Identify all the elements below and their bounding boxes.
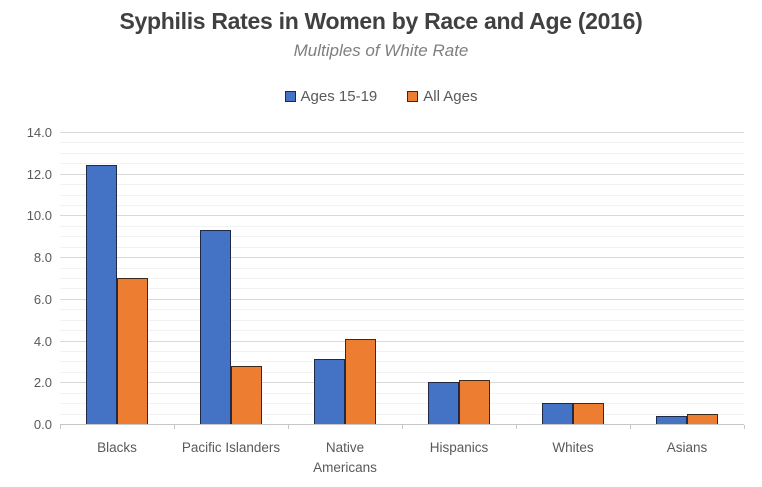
x-axis-tick: [288, 425, 289, 429]
minor-gridline: [60, 225, 744, 227]
minor-gridline: [60, 163, 744, 165]
bar-ages-15-19-hispanics: [428, 382, 459, 424]
y-axis-tick-label: 0.0: [33, 417, 52, 432]
bar-all-ages-hispanics: [459, 380, 490, 424]
legend: Ages 15-19 All Ages: [0, 88, 762, 105]
x-axis-category-label: Asians: [666, 440, 708, 455]
minor-gridline: [60, 267, 744, 269]
bar-all-ages-asians: [687, 413, 718, 424]
major-gridline: [60, 340, 744, 342]
minor-gridline: [60, 278, 744, 279]
x-axis-tick: [174, 425, 175, 429]
minor-gridline: [60, 309, 744, 311]
minor-gridline: [60, 246, 744, 248]
y-axis-tick-label: 4.0: [33, 333, 52, 349]
minor-gridline: [60, 413, 744, 415]
x-axis-category-label: Pacific Islanders: [181, 440, 281, 455]
legend-item: Ages 15-19: [284, 88, 378, 105]
legend-swatch-icon: [407, 91, 419, 102]
bar-ages-15-19-native-americans: [314, 359, 345, 424]
x-axis-category-label: Blacks: [97, 440, 137, 455]
bar-ages-15-19-pacific-islanders: [200, 230, 231, 424]
legend-label: Ages 15-19: [300, 88, 378, 105]
minor-gridline: [60, 152, 744, 154]
minor-gridline: [60, 371, 744, 373]
bar-ages-15-19-blacks: [86, 165, 117, 424]
minor-gridline: [60, 236, 744, 238]
minor-gridline: [60, 361, 744, 363]
x-axis-tick: [402, 425, 403, 429]
minor-gridline: [60, 205, 744, 206]
minor-gridline: [60, 184, 744, 186]
legend-label: All Ages: [423, 88, 478, 105]
x-axis-tick: [60, 425, 61, 429]
chart-title: Syphilis Rates in Women by Race and Age …: [119, 8, 643, 34]
legend-swatch-icon: [284, 91, 296, 102]
x-axis-category-label: Native Americans: [313, 440, 377, 475]
bar-all-ages-pacific-islanders: [231, 365, 262, 424]
major-gridline: [60, 257, 744, 259]
major-gridline: [60, 298, 744, 300]
legend-item: All Ages: [407, 88, 477, 105]
x-axis-category-label: Whites: [552, 440, 594, 455]
bar-all-ages-blacks: [117, 278, 148, 424]
bar-ages-15-19-whites: [542, 403, 573, 424]
bar-all-ages-native-americans: [345, 338, 376, 424]
minor-gridline: [60, 319, 744, 321]
minor-gridline: [60, 194, 744, 196]
y-axis-tick-label: 8.0: [33, 250, 52, 266]
bar-ages-15-19-asians: [656, 415, 687, 424]
x-axis-tick: [744, 425, 745, 429]
minor-gridline: [60, 142, 744, 144]
y-axis-tick-label: 6.0: [33, 291, 52, 307]
x-axis-tick: [516, 425, 517, 429]
y-axis-tick-label: 2.0: [33, 375, 52, 391]
y-axis-tick-label: 12.0: [26, 166, 52, 182]
x-axis-category-label: Hispanics: [429, 440, 489, 455]
minor-gridline: [60, 288, 744, 290]
minor-gridline: [60, 403, 744, 405]
minor-gridline: [60, 351, 744, 352]
major-gridline: [60, 173, 744, 175]
major-gridline: [60, 132, 744, 133]
major-gridline: [60, 215, 744, 217]
chart-subtitle: Multiples of White Rate: [293, 41, 469, 60]
bar-all-ages-whites: [573, 403, 604, 424]
minor-gridline: [60, 330, 744, 332]
y-axis-tick-label: 14.0: [26, 125, 52, 140]
major-gridline: [60, 382, 744, 384]
y-axis-tick-label: 10.0: [26, 208, 52, 224]
minor-gridline: [60, 392, 744, 394]
x-axis-tick: [630, 425, 631, 429]
plot-area: [60, 132, 744, 425]
